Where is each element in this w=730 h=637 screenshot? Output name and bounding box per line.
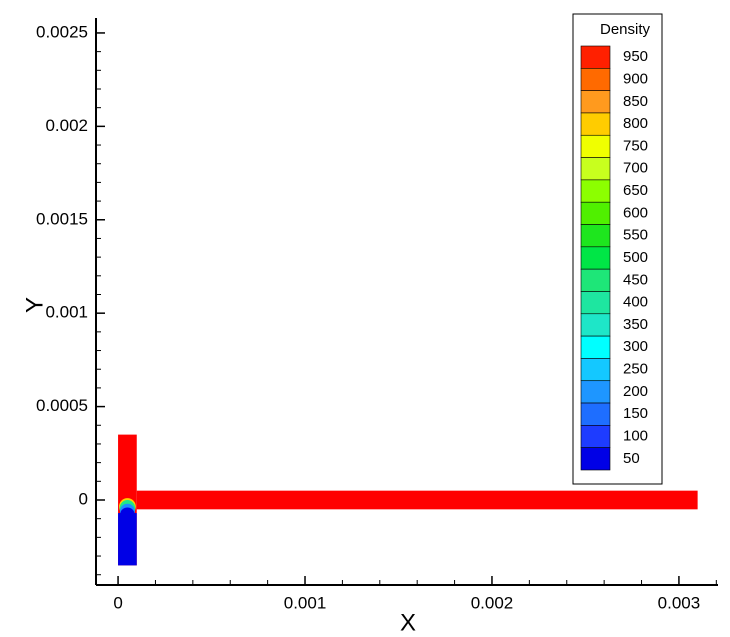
contour-region <box>118 513 137 566</box>
legend-label: 750 <box>623 137 648 154</box>
legend-label: 900 <box>623 70 648 87</box>
legend-swatch <box>580 268 611 292</box>
x-tick-label: 0.003 <box>658 593 701 612</box>
legend-swatch <box>580 380 611 404</box>
legend-label: 300 <box>623 338 648 355</box>
legend-swatch <box>580 358 611 382</box>
legend-swatch <box>580 447 611 471</box>
x-tick-label: 0.001 <box>284 593 327 612</box>
legend-swatch <box>580 313 611 337</box>
legend-label: 250 <box>623 361 648 378</box>
legend-swatch <box>580 90 611 114</box>
legend-label: 450 <box>623 271 648 288</box>
legend-swatch <box>580 291 611 315</box>
legend-swatch <box>580 45 611 69</box>
legend-label: 850 <box>623 93 648 110</box>
legend-label: 700 <box>623 160 648 177</box>
legend-label: 50 <box>623 450 640 467</box>
x-axis-label: X <box>400 609 416 636</box>
legend-label: 600 <box>623 204 648 221</box>
legend-swatch <box>580 335 611 359</box>
y-tick-label: 0.001 <box>45 303 88 322</box>
legend-label: 650 <box>623 182 648 199</box>
legend-label: 100 <box>623 427 648 444</box>
legend-swatch <box>580 425 611 448</box>
y-axis-label: Y <box>21 297 48 313</box>
legend-swatch <box>580 134 611 158</box>
y-tick-label: 0.0025 <box>36 22 88 41</box>
y-tick-label: 0.0005 <box>36 396 88 415</box>
legend-label: 500 <box>623 249 648 266</box>
legend-swatch <box>580 246 611 270</box>
y-tick-label: 0 <box>79 489 88 508</box>
legend-swatch <box>580 402 611 426</box>
legend-title: Density <box>600 21 651 38</box>
legend-swatch <box>580 68 611 91</box>
legend-label: 400 <box>623 294 648 311</box>
x-tick-label: 0.002 <box>471 593 514 612</box>
legend-label: 950 <box>623 48 648 65</box>
legend-swatch <box>580 224 611 248</box>
legend-label: 350 <box>623 316 648 333</box>
legend-label: 150 <box>623 405 648 422</box>
legend-swatch <box>580 179 611 203</box>
y-tick-label: 0.0015 <box>36 209 88 228</box>
legend-label: 800 <box>623 115 648 132</box>
x-tick-label: 0 <box>113 593 122 612</box>
contour-region <box>136 490 698 510</box>
legend-label: 550 <box>623 227 648 244</box>
legend-swatch <box>580 201 611 225</box>
y-tick-label: 0.002 <box>45 116 88 135</box>
legend-swatch <box>580 157 611 181</box>
legend-label: 200 <box>623 383 648 400</box>
legend-swatch <box>580 112 611 136</box>
